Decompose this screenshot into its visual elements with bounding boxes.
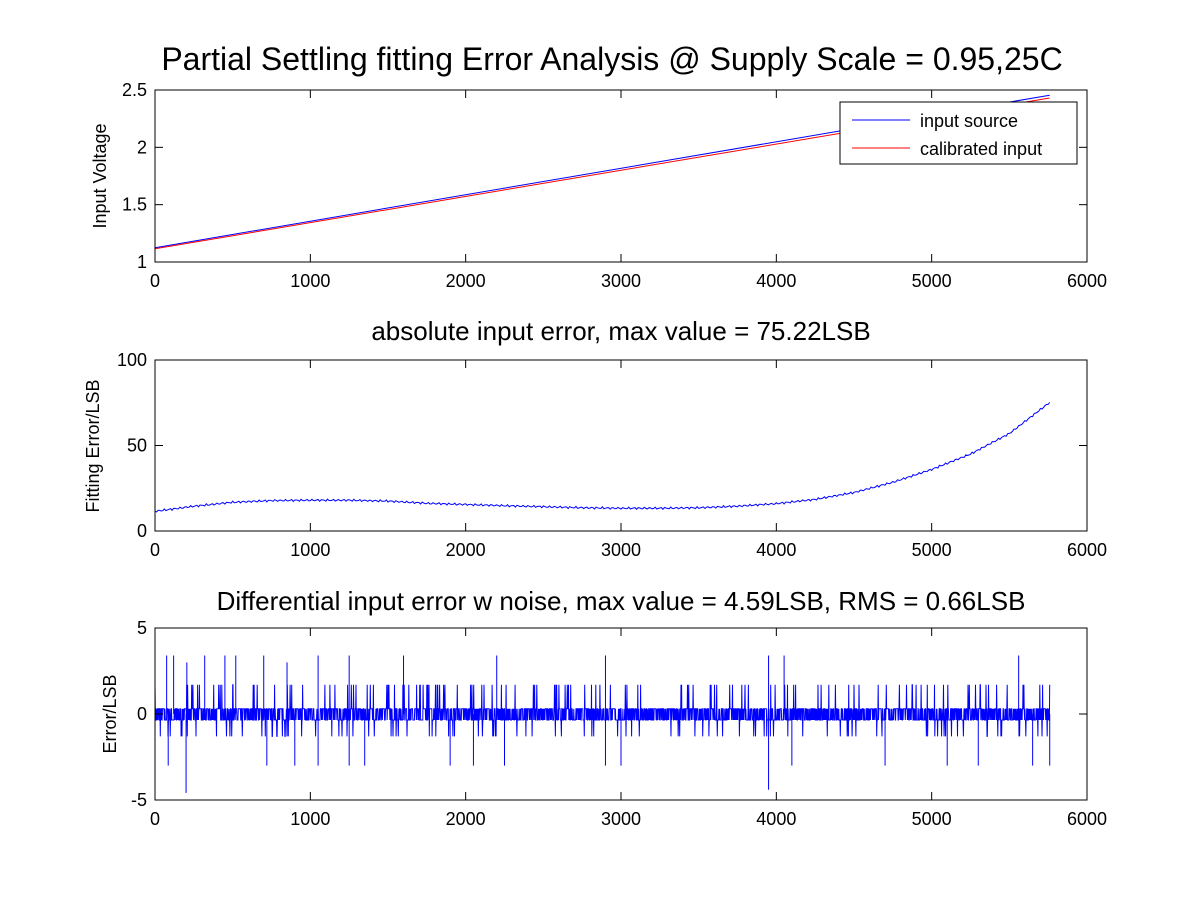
x-tick-label: 6000 xyxy=(1067,540,1107,560)
x-tick-label: 4000 xyxy=(756,540,796,560)
x-tick-label: 3000 xyxy=(601,271,641,291)
x-tick-label: 4000 xyxy=(756,271,796,291)
subplot-title-absolute-error: absolute input error, max value = 75.22L… xyxy=(371,316,870,346)
x-tick-label: 3000 xyxy=(601,540,641,560)
x-tick-label: 0 xyxy=(150,809,160,829)
series-line-absolute-error-0 xyxy=(154,402,1051,513)
ylabel-voltage: Input Voltage xyxy=(90,123,110,228)
y-tick-label: 0 xyxy=(137,704,147,724)
x-tick-label: 3000 xyxy=(601,809,641,829)
x-tick-label: 2000 xyxy=(446,540,486,560)
subplot-title-differential-error: Differential input error w noise, max va… xyxy=(217,586,1026,616)
y-tick-label: 0 xyxy=(137,521,147,541)
y-tick-label: 100 xyxy=(117,350,147,370)
y-tick-label: 50 xyxy=(127,436,147,456)
x-tick-label: 4000 xyxy=(756,809,796,829)
x-tick-label: 2000 xyxy=(446,809,486,829)
x-tick-label: 5000 xyxy=(912,809,952,829)
figure-title: Partial Settling fitting Error Analysis … xyxy=(161,41,1062,77)
y-tick-label: 1.5 xyxy=(122,195,147,215)
x-tick-label: 5000 xyxy=(912,540,952,560)
x-tick-label: 2000 xyxy=(446,271,486,291)
x-tick-label: 0 xyxy=(150,271,160,291)
subplot-absolute-error: absolute input error, max value = 75.22L… xyxy=(83,316,1107,560)
series-line-differential-error xyxy=(154,684,1051,737)
x-tick-label: 0 xyxy=(150,540,160,560)
ylabel-absolute-error: Fitting Error/LSB xyxy=(83,379,103,512)
legend: input source calibrated input xyxy=(839,101,1078,165)
x-tick-label: 6000 xyxy=(1067,271,1107,291)
y-tick-label: 1 xyxy=(137,252,147,272)
x-tick-label: 1000 xyxy=(290,271,330,291)
y-tick-label: 2.5 xyxy=(122,80,147,100)
subplot-differential-error: Differential input error w noise, max va… xyxy=(100,586,1107,829)
legend-label-calibrated-input: calibrated input xyxy=(920,139,1042,159)
x-tick-label: 6000 xyxy=(1067,809,1107,829)
legend-label-input-source: input source xyxy=(920,111,1018,131)
x-tick-label: 1000 xyxy=(290,540,330,560)
y-tick-label: -5 xyxy=(131,790,147,810)
subplot-voltage: Input Voltage 0 1000 2000 3000 4000 5000 6000 1… xyxy=(90,80,1107,291)
x-tick-label: 5000 xyxy=(912,271,952,291)
x-tick-label: 1000 xyxy=(290,809,330,829)
y-tick-label: 2 xyxy=(137,137,147,157)
y-tick-label: 5 xyxy=(137,618,147,638)
legend-box xyxy=(839,101,1078,165)
ylabel-differential-error: Error/LSB xyxy=(100,674,120,753)
